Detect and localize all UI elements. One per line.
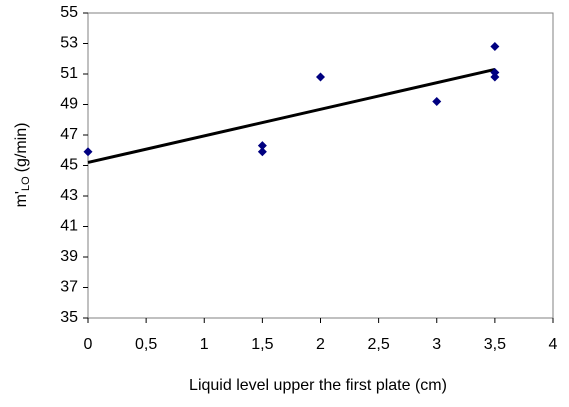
y-tick-label: 49: [60, 96, 78, 113]
y-label-main: m': [13, 191, 30, 207]
y-tick-label: 39: [60, 248, 78, 265]
y-label-unit: (g/min): [13, 123, 30, 173]
x-tick-label: 0: [84, 336, 93, 353]
plot-area: [87, 12, 554, 319]
trendline: [87, 67, 496, 164]
y-tick-label: 41: [60, 218, 78, 235]
point: [490, 67, 500, 77]
x-tick-label: 2: [316, 336, 325, 353]
point: [257, 147, 267, 157]
y-tick-label: 37: [60, 279, 78, 296]
y-tick-label: 35: [60, 309, 78, 326]
y-tick-label: 53: [60, 35, 78, 52]
y-tick-label: 47: [60, 126, 78, 143]
point: [490, 42, 500, 52]
x-axis-label: Liquid level upper the first plate (cm): [189, 377, 447, 394]
x-tick-label: 1,5: [251, 336, 273, 353]
x-tick-label: 1: [200, 336, 209, 353]
x-tick-label: 0,5: [135, 336, 157, 353]
point: [83, 147, 93, 157]
point: [490, 72, 500, 82]
x-tick-label: 3,5: [484, 336, 506, 353]
point: [257, 141, 267, 151]
x-tick-label: 3: [432, 336, 441, 353]
y-tick-label: 45: [60, 157, 78, 174]
y-axis-label: m'LO (g/min): [13, 123, 32, 208]
y-tick-label: 55: [60, 4, 78, 21]
y-tick-label: 43: [60, 187, 78, 204]
y-label-sub: LO: [20, 176, 32, 191]
x-tick-label: 2,5: [368, 336, 390, 353]
y-tick-label: 51: [60, 65, 78, 82]
x-tick-label: 4: [549, 336, 558, 353]
point: [432, 96, 442, 106]
point: [316, 72, 325, 82]
